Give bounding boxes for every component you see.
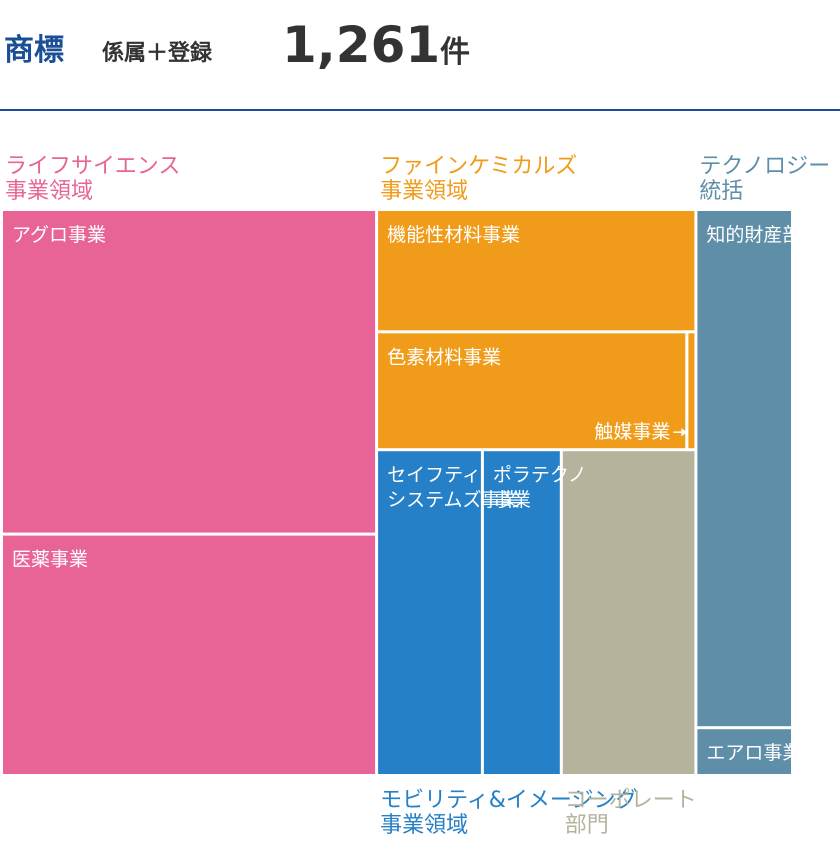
treemap-cell-agro	[3, 211, 376, 533]
treemap-cell-color	[378, 333, 686, 449]
treemap-cell-pharma	[3, 535, 376, 774]
header-divider	[0, 109, 840, 111]
group-label-fine_chemicals-line-0: ファインケミカルズ	[380, 154, 577, 179]
treemap-cell-corporate_dept	[562, 451, 695, 774]
cell-label-ip: 知的財産部	[706, 224, 801, 246]
group-label-corporate-line-1: 部門	[565, 813, 609, 838]
count-unit: 件	[440, 35, 470, 70]
cell-label-polatechno-line-1: 事業	[493, 489, 531, 511]
cell-label-pharma: 医薬事業	[12, 549, 88, 571]
cell-label-color: 色素材料事業	[387, 346, 501, 368]
treemap-cell-aero	[697, 729, 791, 774]
page-title: 商標	[4, 33, 64, 68]
treemap-cell-catalyst	[688, 333, 695, 449]
group-label-life_science-line-0: ライフサイエンス	[5, 154, 180, 179]
treemap-cell-polatechno	[483, 451, 560, 774]
cell-label-agro: アグロ事業	[12, 224, 106, 246]
group-label-technology-line-1: 統括	[699, 179, 743, 204]
cell-label-functional: 機能性材料事業	[387, 224, 520, 246]
group-label-fine_chemicals-line-1: 事業領域	[380, 179, 468, 204]
group-label-mobility-line-0: モビリティ&イメージング	[380, 788, 637, 813]
cell-label-catalyst: 触媒事業	[594, 421, 670, 443]
group-label-mobility-line-1: 事業領域	[380, 813, 468, 838]
cell-label-safety-line-0: セイフティ	[387, 464, 481, 486]
treemap-cell-functional	[378, 211, 695, 331]
total-count: 1,261	[282, 16, 441, 74]
treemap-cell-ip	[697, 211, 791, 727]
cell-label-safety-line-1: システムズ事業	[387, 489, 519, 511]
arrow-head-icon	[681, 428, 688, 437]
cell-label-polatechno-line-0: ポラテクノ	[493, 464, 587, 486]
group-label-life_science-line-1: 事業領域	[5, 179, 93, 204]
header: 商標 係属＋登録 1,261 件	[0, 0, 840, 110]
treemap-cell-safety	[378, 451, 481, 774]
group-label-technology-line-0: テクノロジー	[699, 154, 830, 179]
group-label-corporate-line-0: コーポレート	[565, 788, 697, 813]
cell-label-aero: エアロ事業	[706, 742, 801, 764]
page-subtitle: 係属＋登録	[102, 41, 213, 66]
